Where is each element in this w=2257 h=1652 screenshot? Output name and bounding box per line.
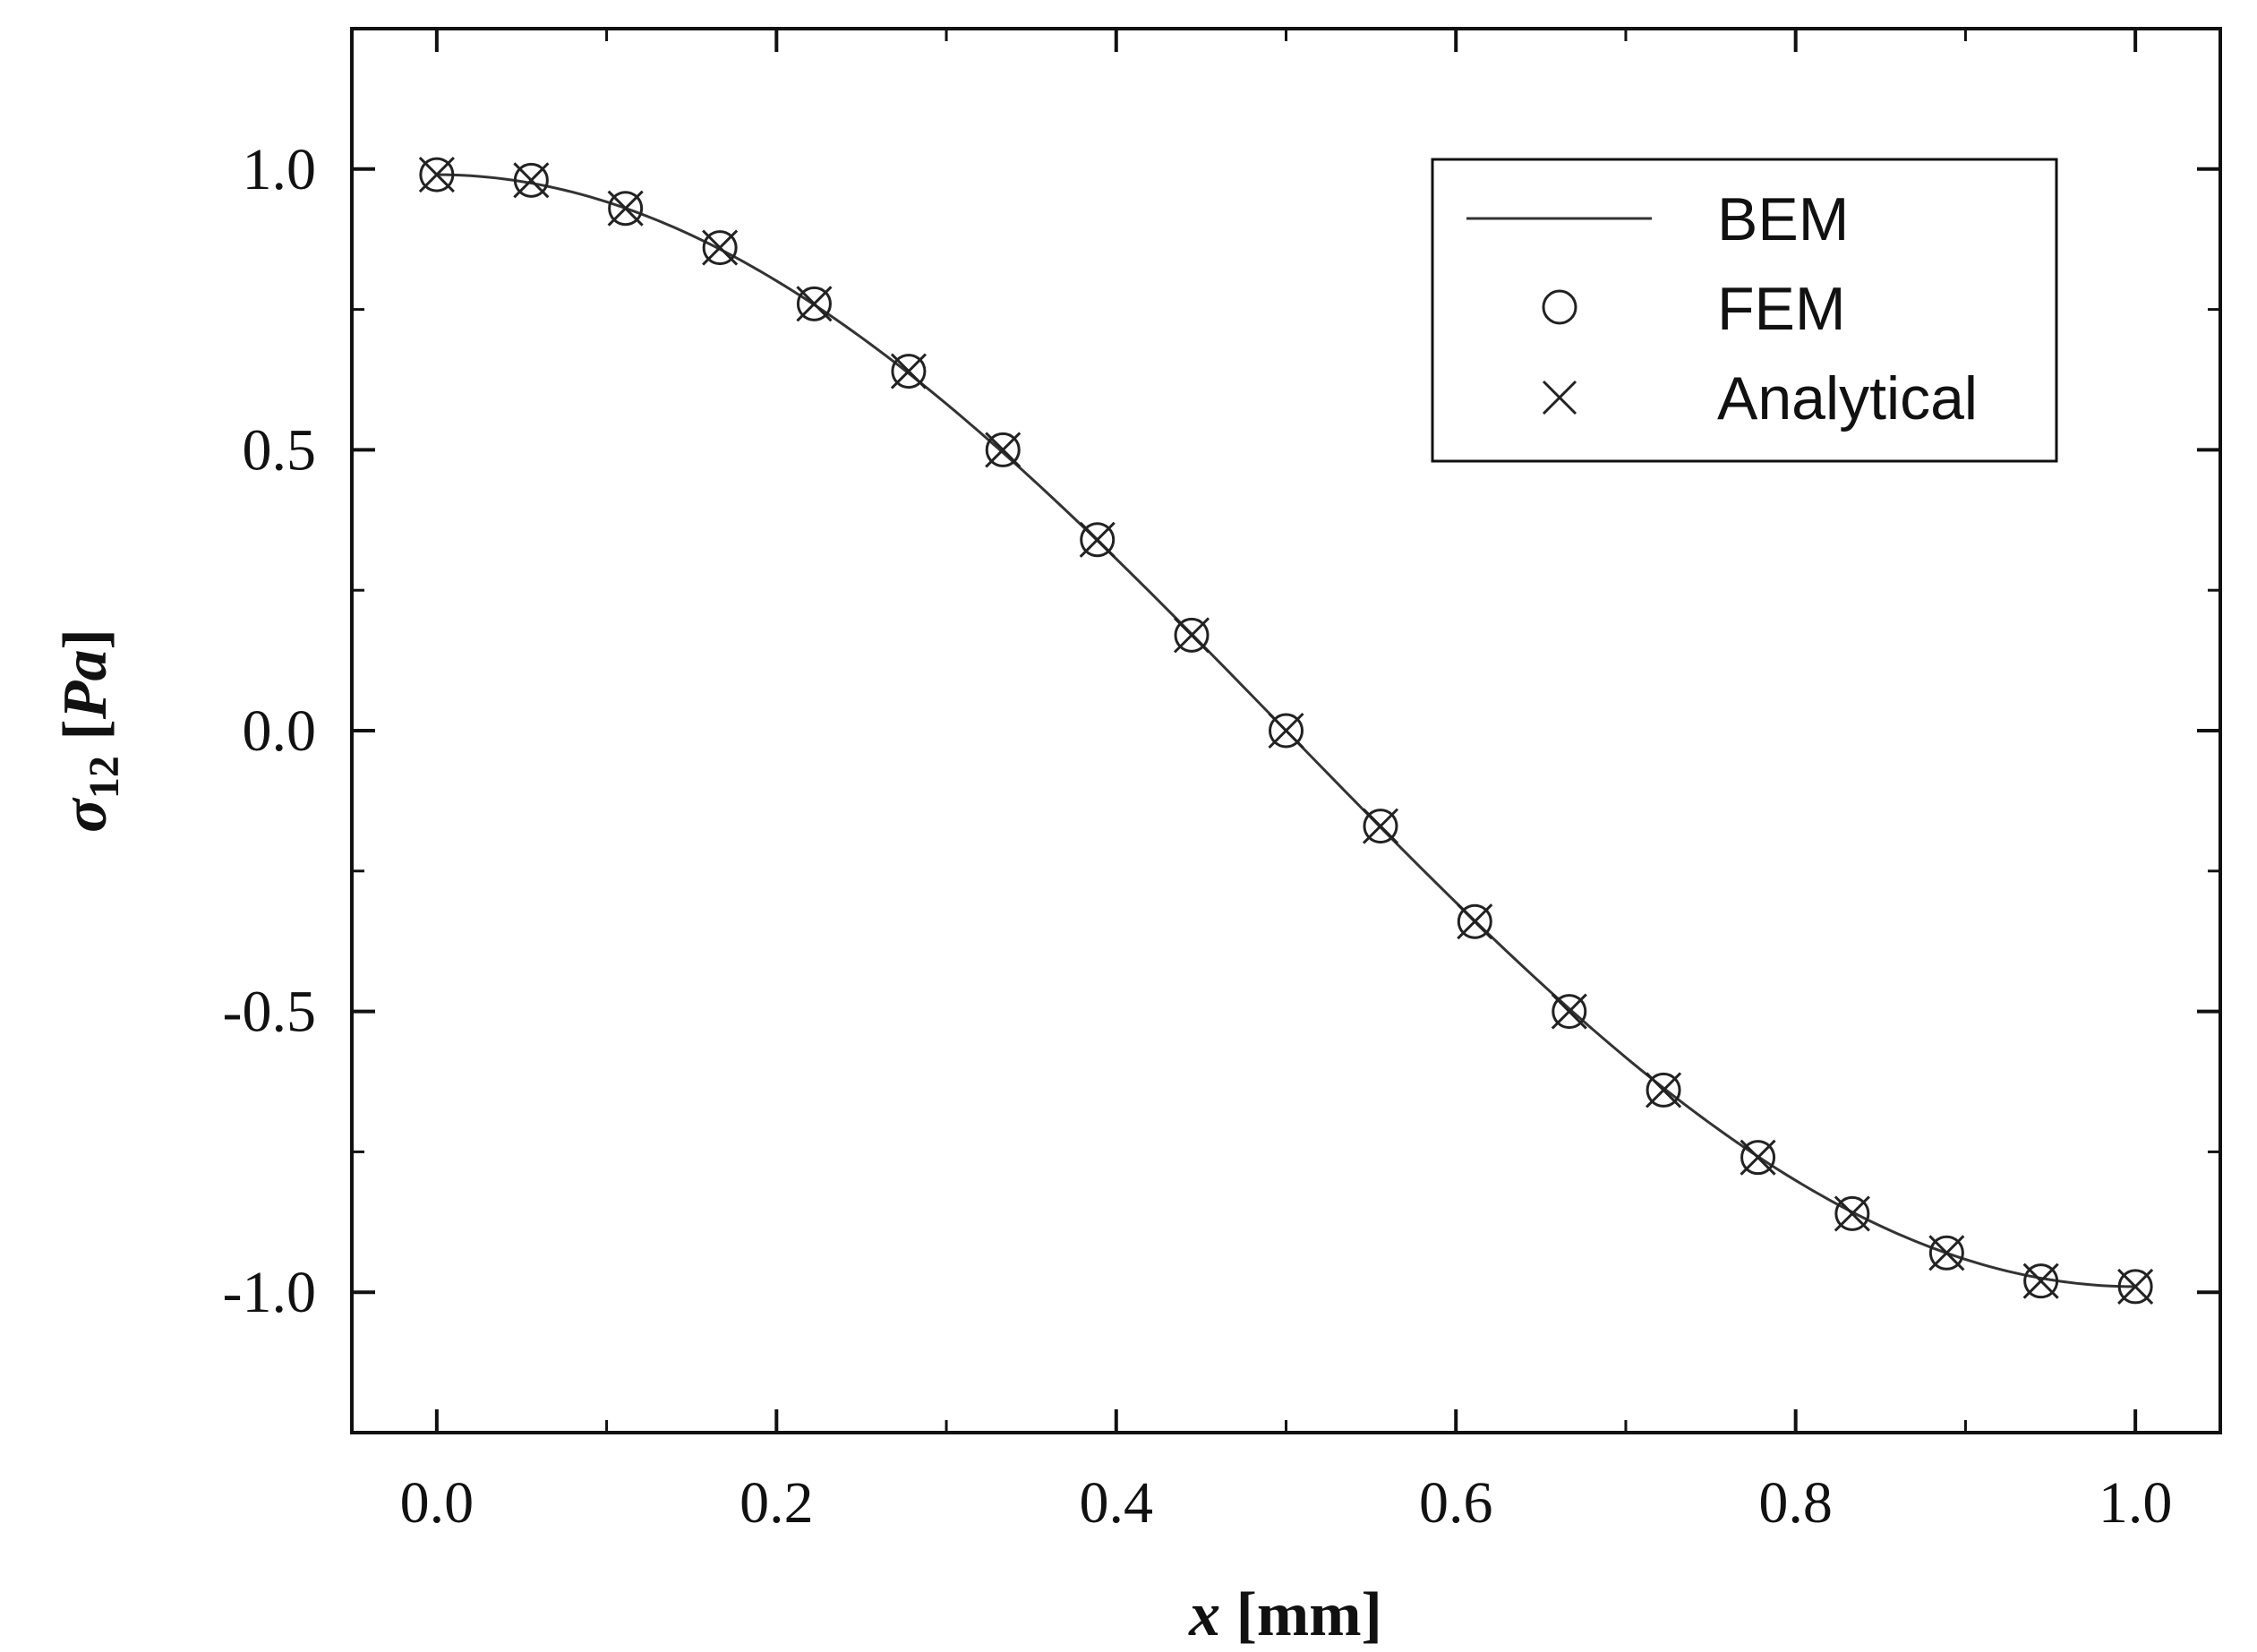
legend-fem-swatch [1542, 289, 1577, 325]
legend-bem-label: BEM [1717, 185, 1849, 253]
legend-box [1431, 158, 2058, 463]
fem-point [796, 286, 832, 321]
fem-point [1363, 809, 1398, 844]
legend-analytical-swatch [1542, 380, 1577, 415]
fem-point [1646, 1072, 1681, 1108]
x-axis-ticks: 0.0 0.2 0.4 0.6 0.8 1.0 [400, 29, 2173, 1536]
analytical-point [1740, 1139, 1776, 1176]
y-tick-label: 1.0 [243, 137, 317, 202]
analytical-point [1551, 993, 1587, 1030]
x-tick-label: 1.0 [2099, 1470, 2173, 1536]
fem-point [702, 230, 738, 266]
analytical-point [1834, 1195, 1870, 1232]
fem-point [1928, 1235, 1964, 1271]
analytical-point [985, 432, 1022, 468]
fem-point [1174, 617, 1210, 653]
analytical-point [1646, 1072, 1682, 1108]
data-markers [418, 157, 2154, 1305]
x-tick-label: 0.0 [400, 1470, 474, 1536]
analytical-point [1268, 712, 1304, 749]
fem-point [891, 354, 927, 389]
analytical-point [2117, 1268, 2154, 1305]
analytical-point [2022, 1263, 2059, 1299]
analytical-point [796, 286, 833, 322]
fem-point [513, 162, 549, 198]
y-tick-label: 0.0 [243, 698, 317, 764]
legend-fem-label: FEM [1717, 275, 1846, 343]
analytical-point [1362, 808, 1399, 844]
fem-point [1080, 522, 1116, 558]
analytical-point [513, 162, 550, 199]
x-tick-label: 0.6 [1419, 1470, 1493, 1536]
analytical-point [607, 190, 644, 227]
y-axis-title: σ12 [Pa] [51, 629, 128, 833]
x-tick-label: 0.2 [740, 1470, 814, 1536]
fem-point [1552, 994, 1587, 1030]
x-axis-title: x [mm] [1188, 1580, 1382, 1649]
x-tick-label: 0.4 [1080, 1470, 1154, 1536]
fem-point [985, 432, 1021, 467]
fem-point [419, 157, 455, 193]
fem-point [1269, 713, 1304, 749]
legend: BEM FEM Analytical [1431, 158, 2058, 463]
legend-analytical-label: Analytical [1717, 364, 1978, 432]
fem-point [608, 191, 644, 227]
x-tick-label: 0.8 [1758, 1470, 1833, 1536]
analytical-point [418, 157, 455, 193]
y-tick-label: 0.5 [243, 417, 317, 483]
analytical-point [702, 229, 739, 266]
analytical-point [1928, 1235, 1965, 1271]
y-axis-ticks: 1.0 0.5 0.0 -0.5 -1.0 [223, 137, 2220, 1325]
fem-point [2023, 1263, 2059, 1299]
y-tick-label: -1.0 [223, 1260, 316, 1325]
fem-point [2117, 1269, 2153, 1305]
analytical-point [1079, 521, 1116, 558]
fem-point [1740, 1140, 1776, 1176]
analytical-point [1173, 617, 1210, 654]
analytical-point [1457, 903, 1493, 940]
fem-point [1834, 1195, 1870, 1231]
fem-point [1457, 903, 1492, 939]
analytical-point [890, 353, 927, 389]
y-tick-label: -0.5 [223, 980, 316, 1045]
